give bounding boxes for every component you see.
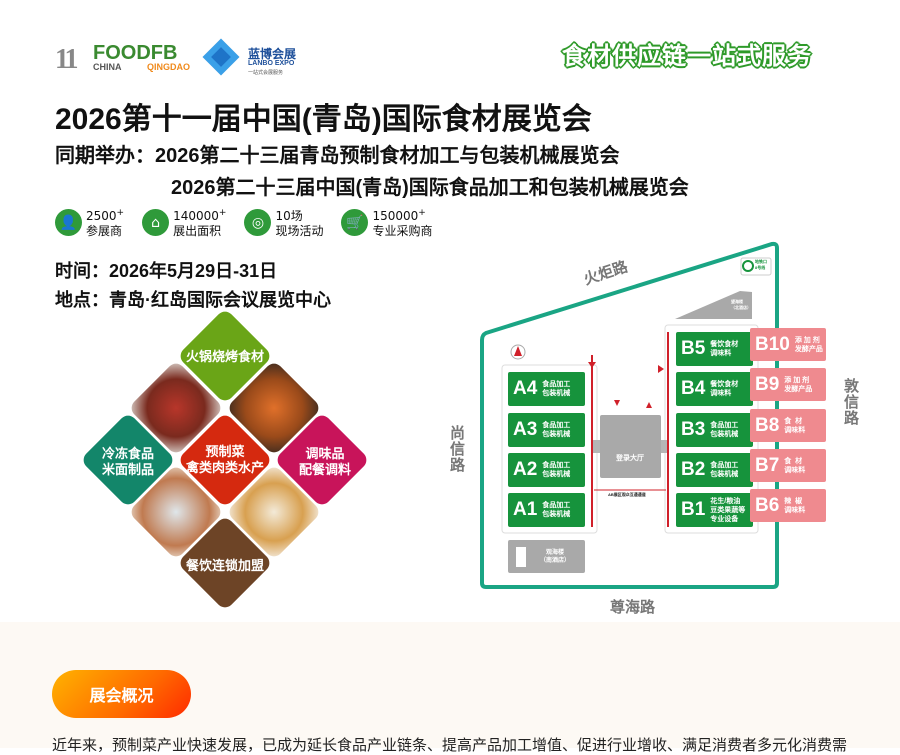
stat-item: 👤 2500+ 参展商 (55, 206, 124, 239)
event-time: 时间：2026年5月29日-31日 (55, 261, 278, 281)
registration-hall: 登录大厅 (616, 455, 644, 462)
hall-b10[interactable]: B10 添 加 剂 发酵产品 (750, 328, 826, 361)
lanbo-logo: 蓝博会展 LANBO EXPO 一站式会展服务 (202, 38, 316, 76)
stat-item: ⌂ 140000+ 展出面积 (142, 206, 226, 239)
road-east: 敦信路 (842, 378, 859, 426)
hall-b5[interactable]: B5 餐饮食材 调味料 (676, 332, 753, 366)
north-building: 望海楼 （北酒店） (731, 299, 751, 310)
stats-row: 👤 2500+ 参展商 ⌂ 140000+ 展出面积 ◎ 10场 现场活动 🛒 150000+ 专业采… (55, 206, 450, 239)
road-west: 尚信路 (448, 425, 465, 473)
hall-b8[interactable]: B8 食 材 调味料 (750, 409, 826, 442)
house-icon: ⌂ (142, 209, 170, 236)
foodfb-logo: 11 FOODFB CHINA QINGDAO (55, 42, 191, 75)
stat-item: ◎ 10场 现场活动 (244, 206, 323, 239)
hall-b3[interactable]: B3 食品加工 包装机械 (676, 413, 753, 447)
overview-button[interactable]: 展会概况 (52, 670, 191, 718)
hall-b4[interactable]: B4 餐饮食材 调味料 (676, 372, 753, 406)
venue-outline (480, 241, 779, 589)
building-icon (516, 546, 526, 567)
person-icon: 👤 (55, 209, 82, 236)
hall-a4[interactable]: A4 食品加工 包装机械 (508, 372, 585, 406)
hall-b7[interactable]: B7 食 材 调味料 (750, 449, 826, 482)
subway-sign: 地铁口 8号线 (755, 259, 767, 270)
hall-a1[interactable]: A1 食品加工 包装机械 (508, 493, 585, 527)
category-diamonds: 火锅烧烤食材 预制菜 禽类肉类水产 冷冻食品 米面制品 调味品 配餐调料 餐饮连… (0, 0, 450, 620)
event-place: 地点：青岛·红岛国际会议展览中心 (55, 290, 331, 310)
hall-a3[interactable]: A3 食品加工 包装机械 (508, 413, 585, 447)
page-title: 2026第十一届中国(青岛)国际食材展览会 (55, 103, 592, 136)
venue-map: 火炬路 尚信路 敦信路 尊海路 地铁口 8号线 望海楼 （北酒店） 登录大厅 A… (448, 241, 859, 616)
concurrent-line2: 2026第二十三届中国(青岛)国际食品加工和包装机械展览会 (171, 177, 689, 199)
hall-b2[interactable]: B2 食品加工 包装机械 (676, 453, 753, 487)
hall-b6[interactable]: B6 辣 椒 调味料 (750, 489, 826, 522)
hall-a2[interactable]: A2 食品加工 包装机械 (508, 453, 585, 487)
stat-item: 🛒 150000+ 专业采购商 (341, 206, 432, 239)
activity-icon: ◎ (244, 209, 272, 236)
overview-text: 近年来，预制菜产业快速发展，已成为延长食品产业链条、提高产品加工增值、促进行业增… (52, 736, 848, 754)
ab-passage: AB展区观众互通通道 (608, 492, 646, 497)
road-south: 尊海路 (610, 599, 656, 616)
concurrent-line1: 同期举办：2026第二十三届青岛预制食材加工与包装机械展览会 (55, 145, 620, 167)
cart-icon: 🛒 (341, 209, 369, 236)
slogan: 食材供应链一站式服务 (562, 43, 812, 70)
south-building: 观海楼 （南酒店） (508, 540, 585, 573)
hall-b9[interactable]: B9 添 加 剂 发酵产品 (750, 368, 826, 401)
hall-b1[interactable]: B1 花生/粮油 豆类果蔬等 专业设备 (676, 493, 753, 527)
